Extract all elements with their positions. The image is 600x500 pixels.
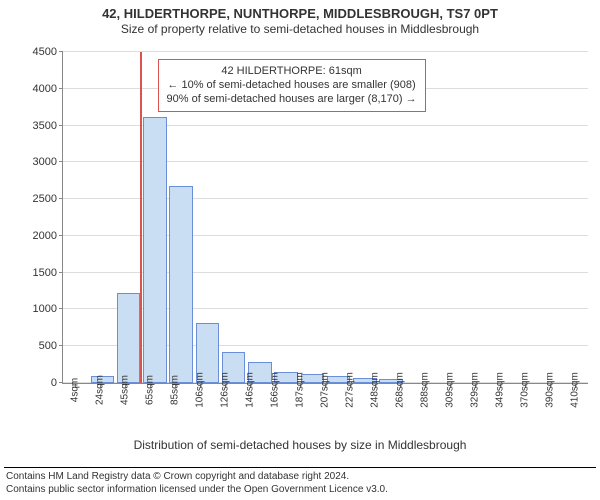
x-tick-slot: 248sqm [363, 384, 388, 434]
x-tick-label: 410sqm [570, 372, 581, 408]
x-tick-slot: 370sqm [513, 384, 538, 434]
bar-slot [63, 52, 89, 383]
x-tick-label: 207sqm [319, 372, 330, 408]
bar-slot [457, 52, 483, 383]
bar-slot [509, 52, 535, 383]
footer-divider [4, 467, 596, 468]
x-tick-label: 126sqm [219, 372, 230, 408]
footer-line-2: Contains public sector information licen… [6, 484, 594, 497]
bar-slot [562, 52, 588, 383]
x-tick-label: 146sqm [244, 372, 255, 408]
y-tick-label: 1500 [33, 267, 63, 279]
x-tick-slot: 24sqm [87, 384, 112, 434]
x-tick-slot: 349sqm [488, 384, 513, 434]
x-tick-label: 248sqm [370, 372, 381, 408]
y-tick-label: 3000 [33, 156, 63, 168]
x-tick-slot: 85sqm [162, 384, 187, 434]
annotation-line: 42 HILDERTHORPE: 61sqm [167, 64, 417, 78]
y-tick-label: 1000 [33, 303, 63, 315]
annotation-line: ← 10% of semi-detached houses are smalle… [167, 78, 417, 92]
x-tick-slot: 268sqm [388, 384, 413, 434]
chart-header: 42, HILDERTHORPE, NUNTHORPE, MIDDLESBROU… [0, 0, 600, 37]
y-tick-label: 2500 [33, 193, 63, 205]
x-tick-label: 390sqm [545, 372, 556, 408]
x-tick-label: 187sqm [294, 372, 305, 408]
x-tick-label: 166sqm [269, 372, 280, 408]
histogram-bar [117, 293, 141, 383]
bar-slot [89, 52, 115, 383]
x-tick-slot: 146sqm [237, 384, 262, 434]
x-tick-slot: 106sqm [187, 384, 212, 434]
y-tick-label: 4500 [33, 46, 63, 58]
x-tick-slot: 410sqm [563, 384, 588, 434]
x-tick-label: 24sqm [94, 375, 105, 405]
x-tick-label: 309sqm [445, 372, 456, 408]
annotation-line: 90% of semi-detached houses are larger (… [167, 92, 417, 106]
x-tick-label: 106sqm [194, 372, 205, 408]
x-tick-slot: 126sqm [212, 384, 237, 434]
histogram-bar [169, 186, 193, 383]
x-tick-slot: 166sqm [262, 384, 287, 434]
x-tick-label: 227sqm [345, 372, 356, 408]
annotation-callout: 42 HILDERTHORPE: 61sqm← 10% of semi-deta… [158, 59, 426, 112]
x-tick-slot: 288sqm [413, 384, 438, 434]
plot-region: 05001000150020002500300035004000450042 H… [62, 52, 588, 384]
chart-subtitle: Size of property relative to semi-detach… [0, 22, 600, 37]
x-tick-label: 268sqm [395, 372, 406, 408]
x-tick-label: 329sqm [470, 372, 481, 408]
footer-line-1: Contains HM Land Registry data © Crown c… [6, 471, 594, 484]
x-tick-row: 4sqm24sqm45sqm65sqm85sqm106sqm126sqm146s… [62, 384, 588, 434]
x-axis-label: Distribution of semi-detached houses by … [0, 438, 600, 452]
x-tick-slot: 329sqm [463, 384, 488, 434]
bar-slot [116, 52, 142, 383]
x-tick-label: 85sqm [169, 375, 180, 405]
x-tick-slot: 45sqm [112, 384, 137, 434]
plot: 05001000150020002500300035004000450042 H… [62, 52, 588, 384]
y-tick-label: 500 [39, 340, 63, 352]
x-tick-slot: 187sqm [287, 384, 312, 434]
x-tick-slot: 227sqm [338, 384, 363, 434]
histogram-bar [143, 117, 167, 383]
x-tick-slot: 309sqm [438, 384, 463, 434]
bar-slot [536, 52, 562, 383]
chart-area: Number of semi-detached properties 05001… [0, 48, 600, 454]
x-tick-slot: 207sqm [312, 384, 337, 434]
x-tick-label: 4sqm [69, 378, 80, 402]
y-tick-label: 2000 [33, 230, 63, 242]
y-tick-label: 3500 [33, 120, 63, 132]
x-tick-label: 288sqm [420, 372, 431, 408]
x-tick-label: 349sqm [495, 372, 506, 408]
x-tick-slot: 65sqm [137, 384, 162, 434]
x-tick-label: 65sqm [144, 375, 155, 405]
address-title: 42, HILDERTHORPE, NUNTHORPE, MIDDLESBROU… [0, 6, 600, 22]
x-tick-slot: 4sqm [62, 384, 87, 434]
x-tick-label: 45sqm [119, 375, 130, 405]
y-tick-label: 4000 [33, 83, 63, 95]
property-marker-line [140, 52, 142, 383]
bar-slot [431, 52, 457, 383]
bar-slot [483, 52, 509, 383]
x-tick-label: 370sqm [520, 372, 531, 408]
x-tick-slot: 390sqm [538, 384, 563, 434]
